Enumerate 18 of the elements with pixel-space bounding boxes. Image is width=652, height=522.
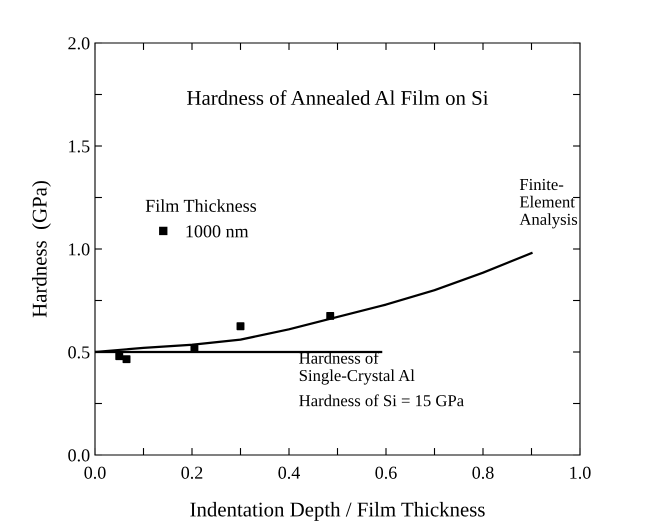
- x-tick-label: 0.8: [472, 466, 494, 479]
- x-tick-label: 0.4: [278, 466, 300, 479]
- x-tick-label: 0.6: [375, 466, 397, 479]
- y-tick-label: 0.5: [68, 346, 90, 359]
- legend-label: 1000 nm: [186, 225, 248, 238]
- y-tick-label: 2.0: [68, 37, 90, 50]
- y-tick-label: 0.0: [68, 449, 90, 462]
- annotation: Finite- Element Analysis: [520, 178, 578, 228]
- annotation: Hardness of Si = 15 GPa: [299, 394, 464, 406]
- x-tick-label: 0.0: [84, 466, 106, 479]
- text: Hardness of Annealed Al Film on Si: [187, 90, 488, 106]
- y-tick-label: 1.0: [69, 243, 90, 256]
- legend-title: Film Thickness: [146, 199, 256, 212]
- y-tick-label: 1.5: [69, 140, 90, 153]
- x-axis-title: Indentation Depth / Film Thickness: [190, 502, 485, 521]
- y-axis-title: Hardness (GPa): [32, 181, 51, 318]
- x-tick-label: 1.0: [570, 466, 591, 479]
- x-tick-label: 0.2: [181, 466, 202, 479]
